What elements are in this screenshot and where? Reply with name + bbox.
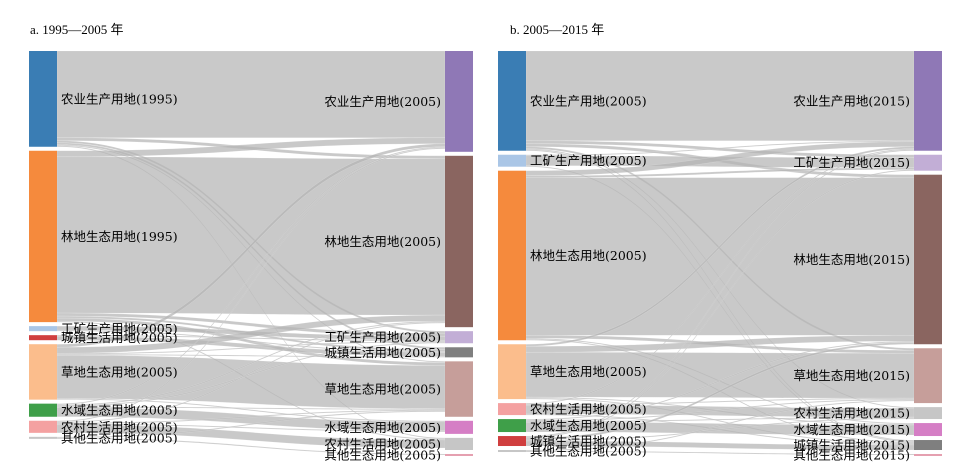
target-node-t_agri[interactable]: [445, 51, 473, 152]
source-node-s_other[interactable]: [29, 436, 57, 439]
target-node-t_ind[interactable]: [914, 154, 942, 171]
source-label-s_agri: 农业生产用地(1995): [61, 91, 178, 106]
source-node-s_agri[interactable]: [498, 51, 526, 151]
target-label-t_other: 其他生态用地(2005): [324, 447, 441, 462]
source-node-s_urban[interactable]: [498, 436, 526, 447]
target-node-t_water[interactable]: [914, 423, 942, 437]
target-label-t_forest: 林地生态用地(2015): [793, 252, 910, 267]
target-label-t_water: 水域生态用地(2015): [793, 422, 910, 437]
target-label-t_grass: 草地生态用地(2015): [793, 368, 910, 383]
source-node-s_other[interactable]: [498, 450, 526, 453]
source-node-s_ind[interactable]: [29, 326, 57, 332]
target-node-t_rural[interactable]: [445, 437, 473, 450]
source-node-s_grass[interactable]: [498, 344, 526, 400]
target-label-t_urban: 城镇生活用地(2015): [793, 438, 910, 453]
panel-a-title: a. 1995—2005 年: [30, 22, 124, 37]
source-node-s_water[interactable]: [29, 403, 57, 417]
target-label-t_agri: 农业生产用地(2005): [324, 94, 441, 109]
links-group: [56, 50, 446, 456]
target-label-t_forest: 林地生态用地(2005): [324, 234, 441, 249]
source-node-s_ind[interactable]: [498, 154, 526, 167]
target-node-t_grass[interactable]: [914, 348, 942, 404]
source-node-s_forest[interactable]: [29, 150, 57, 323]
source-label-s_rural: 农村生活用地(2005): [61, 419, 178, 434]
panel-b-title: b. 2005—2015 年: [510, 22, 604, 37]
source-label-s_water: 水域生态用地(2005): [530, 418, 647, 433]
sankey-panel-1995-2005: a. 1995—2005 年 农业生产用地(1995) 林地生态用地(1995) 工…: [29, 22, 473, 462]
target-label-t_water: 水域生态用地(2005): [324, 420, 441, 435]
nodes-group: 农业生产用地(2005) 工矿生产用地(2005) 林地生态用地(2005) 草地生态…: [498, 51, 942, 463]
source-node-s_urban[interactable]: [29, 335, 57, 341]
links-group: [525, 50, 915, 456]
target-label-t_grass: 草地生态用地(2005): [324, 382, 441, 397]
target-label-t_rural: 农村生活用地(2005): [324, 436, 441, 451]
sankey-panel-2005-2015: b. 2005—2015 年 农业生产用地(2005) 工矿生产用地(2005) 林…: [498, 22, 942, 463]
source-label-s_urban: 城镇生活用地(2005): [530, 434, 647, 449]
target-node-t_ind[interactable]: [445, 331, 473, 344]
source-label-s_other: 其他生态用地(2005): [530, 444, 647, 459]
source-node-s_rural[interactable]: [498, 403, 526, 416]
target-label-t_other: 其他生态用地(2015): [793, 448, 910, 463]
target-node-t_forest[interactable]: [914, 174, 942, 345]
source-node-s_forest[interactable]: [498, 170, 526, 341]
target-node-t_water[interactable]: [445, 420, 473, 434]
target-label-t_ind: 工矿生产用地(2015): [793, 155, 910, 170]
target-label-t_ind: 工矿生产用地(2005): [324, 330, 441, 345]
source-label-s_forest: 林地生态用地(2005): [530, 248, 647, 263]
source-node-s_grass[interactable]: [29, 344, 57, 400]
source-label-s_ind: 工矿生产用地(2005): [530, 153, 647, 168]
source-label-s_agri: 农业生产用地(2005): [530, 93, 647, 108]
source-label-s_water: 水域生态用地(2005): [61, 403, 178, 418]
source-label-s_other: 其他生态用地(2005): [61, 430, 178, 445]
source-node-s_agri[interactable]: [29, 51, 57, 147]
target-node-t_other[interactable]: [914, 454, 942, 456]
source-node-s_water[interactable]: [498, 419, 526, 433]
target-node-t_agri[interactable]: [914, 51, 942, 151]
target-node-t_urban[interactable]: [445, 347, 473, 358]
target-node-t_urban[interactable]: [914, 440, 942, 451]
nodes-group: 农业生产用地(1995)林地生态用地(1995)工矿生产用地(2005)城镇生活…: [29, 51, 473, 462]
target-node-t_grass[interactable]: [445, 361, 473, 417]
source-label-s_grass: 草地生态用地(2005): [530, 364, 647, 379]
source-label-s_rural: 农村生活用地(2005): [530, 402, 647, 417]
source-node-s_rural[interactable]: [29, 420, 57, 433]
target-label-t_rural: 农村生活用地(2015): [793, 406, 910, 421]
target-node-t_other[interactable]: [445, 453, 473, 456]
source-label-s_forest: 林地生态用地(1995): [61, 229, 178, 244]
target-node-t_forest[interactable]: [445, 155, 473, 328]
target-label-t_agri: 农业生产用地(2015): [793, 93, 910, 108]
target-label-t_urban: 城镇生活用地(2005): [324, 345, 441, 360]
source-label-s_ind: 工矿生产用地(2005): [61, 321, 178, 336]
target-node-t_rural[interactable]: [914, 407, 942, 420]
source-label-s_grass: 草地生态用地(2005): [61, 364, 178, 379]
source-label-s_urban: 城镇生活用地(2005): [61, 330, 178, 345]
